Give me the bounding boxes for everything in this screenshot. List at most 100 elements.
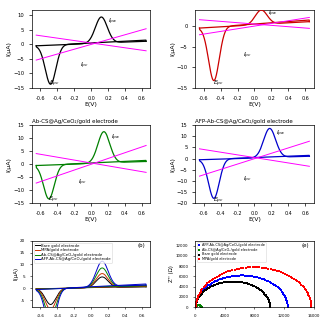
Ab-CS@Ag/CeO₂/gold electrode — [193, 305, 198, 310]
Ab-CS@Ag/CeO₂/gold electrode — [198, 303, 203, 308]
Y-axis label: I(µA): I(µA) — [13, 267, 19, 280]
Legend: Bare gold electrode, MPA/gold electrode, Ab-CS@Ag/CeO₂/gold electrode, AFP-Ab-CS: Bare gold electrode, MPA/gold electrode,… — [34, 243, 112, 263]
MPA/gold electrode — [212, 275, 218, 280]
MPA/gold electrode — [194, 300, 199, 305]
Ab-CS@Ag/CeO₂/gold electrode — [197, 303, 203, 308]
AFP-Ab-CS@Ag/CeO₂/gold electrode — [206, 283, 211, 288]
AFP-Ab-CS@Ag/CeO₂/gold electrode — [284, 296, 289, 301]
AFP-Ab-CS@Ag/CeO₂/gold electrode — [231, 273, 236, 278]
MPA/gold electrode — [196, 292, 202, 297]
Bare gold electrode — [249, 283, 254, 288]
Bare gold electrode — [257, 287, 262, 292]
Ab-CS@Ag/CeO₂/gold electrode — [193, 304, 198, 309]
Ab-CS@Ag/CeO₂/gold electrode — [142, 283, 146, 287]
Bare gold electrode — [251, 283, 256, 288]
X-axis label: E(V): E(V) — [248, 102, 261, 107]
AFP-Ab-CS@Ag/CeO₂/gold electrode — [214, 278, 220, 283]
Y-axis label: I(µA): I(µA) — [7, 41, 12, 56]
AFP-Ab-CS@Ag/CeO₂/gold electrode — [194, 305, 199, 310]
Line: Bare gold electrode: Bare gold electrode — [36, 286, 146, 305]
MPA/gold electrode — [259, 265, 264, 270]
Bare gold electrode — [267, 300, 272, 305]
Ab-CS@Ag/CeO₂/gold electrode — [194, 303, 199, 308]
Bare gold electrode — [210, 283, 215, 288]
AFP-Ab-CS@Ag/CeO₂/gold electrode — [196, 293, 202, 299]
Bare gold electrode — [220, 280, 225, 285]
AFP-Ab-CS@Ag/CeO₂/gold electrode — [216, 277, 221, 283]
MPA/gold electrode — [214, 274, 219, 279]
Bare gold electrode — [243, 281, 248, 286]
Bare gold electrode — [198, 292, 204, 297]
Bare gold electrode — [254, 285, 259, 290]
MPA/gold electrode — [94, 285, 98, 289]
MPA/gold electrode — [276, 269, 282, 274]
Bare gold electrode — [218, 281, 223, 286]
AFP-Ab-CS@Ag/CeO₂/gold electrode — [235, 273, 240, 278]
Ab-CS@Ag/CeO₂/gold electrode — [194, 303, 199, 308]
AFP-Ab-CS@Ag/CeO₂/gold electrode — [195, 296, 200, 301]
Text: $I_{pc}$: $I_{pc}$ — [78, 178, 87, 188]
AFP-Ab-CS@Ag/CeO₂/gold electrode — [209, 281, 214, 286]
AFP-Ab-CS@Ag/CeO₂/gold electrode — [87, 285, 91, 289]
AFP-Ab-CS@Ag/CeO₂/gold electrode — [204, 285, 209, 290]
Bare gold electrode — [265, 295, 270, 300]
Text: $I_{pa}$: $I_{pa}$ — [111, 132, 120, 143]
Ab-CS@Ag/CeO₂/gold electrode — [196, 303, 202, 308]
MPA/gold electrode — [206, 280, 211, 285]
MPA/gold electrode — [124, 284, 128, 288]
MPA/gold electrode — [194, 301, 199, 307]
Bare gold electrode — [49, 303, 52, 307]
MPA/gold electrode — [248, 265, 253, 270]
MPA/gold electrode — [224, 269, 229, 275]
Ab-CS@Ag/CeO₂/gold electrode — [194, 303, 199, 308]
MPA/gold electrode — [298, 281, 303, 286]
Bare gold electrode — [267, 300, 272, 306]
AFP-Ab-CS@Ag/CeO₂/gold electrode — [34, 288, 38, 292]
Bare gold electrode — [195, 298, 200, 303]
MPA/gold electrode — [208, 278, 213, 284]
MPA/gold electrode — [87, 285, 91, 289]
MPA/gold electrode — [195, 295, 200, 300]
X-axis label: E(V): E(V) — [85, 218, 98, 222]
Bare gold electrode — [197, 294, 202, 299]
Bare gold electrode — [194, 301, 199, 307]
Bare gold electrode — [214, 282, 219, 287]
Ab-CS@Ag/CeO₂/gold electrode — [199, 304, 204, 309]
MPA/gold electrode — [194, 298, 199, 303]
Bare gold electrode — [253, 284, 258, 290]
AFP-Ab-CS@Ag/CeO₂/gold electrode — [199, 289, 204, 294]
Ab-CS@Ag/CeO₂/gold electrode — [197, 303, 203, 308]
MPA/gold electrode — [301, 285, 307, 290]
Ab-CS@Ag/CeO₂/gold electrode — [196, 303, 201, 308]
Ab-CS@Ag/CeO₂/gold electrode — [199, 304, 204, 309]
MPA/gold electrode — [308, 297, 313, 302]
Text: $I_{pc}$: $I_{pc}$ — [80, 61, 89, 71]
Bare gold electrode — [245, 281, 251, 286]
Ab-CS@Ag/CeO₂/gold electrode — [193, 304, 198, 309]
MPA/gold electrode — [243, 265, 248, 270]
Bare gold electrode — [255, 286, 260, 291]
Line: Ab-CS@Ag/CeO₂/gold electrode: Ab-CS@Ag/CeO₂/gold electrode — [36, 285, 146, 317]
AFP-Ab-CS@Ag/CeO₂/gold electrode — [194, 301, 199, 306]
Ab-CS@Ag/CeO₂/gold electrode — [193, 304, 198, 309]
Bare gold electrode — [195, 299, 200, 304]
AFP-Ab-CS@Ag/CeO₂/gold electrode — [236, 273, 242, 278]
Ab-CS@Ag/CeO₂/gold electrode — [197, 303, 202, 308]
AFP-Ab-CS@Ag/CeO₂/gold electrode — [270, 281, 275, 286]
MPA/gold electrode — [308, 300, 314, 305]
Y-axis label: I(µA): I(µA) — [7, 157, 12, 172]
Bare gold electrode — [196, 295, 202, 300]
Ab-CS@Ag/CeO₂/gold electrode — [195, 303, 200, 308]
MPA/gold electrode — [198, 289, 203, 294]
AFP-Ab-CS@Ag/CeO₂/gold electrode — [205, 284, 210, 289]
AFP-Ab-CS@Ag/CeO₂/gold electrode — [233, 273, 238, 278]
Line: MPA/gold electrode: MPA/gold electrode — [36, 286, 146, 309]
Ab-CS@Ag/CeO₂/gold electrode — [100, 285, 104, 289]
Y-axis label: I(µA): I(µA) — [170, 157, 175, 172]
AFP-Ab-CS@Ag/CeO₂/gold electrode — [254, 275, 260, 280]
Ab-CS@Ag/CeO₂/gold electrode — [193, 304, 198, 309]
Bare gold electrode — [262, 291, 267, 296]
Bare gold electrode — [204, 287, 209, 292]
Bare gold electrode — [206, 286, 211, 291]
MPA/gold electrode — [216, 273, 221, 278]
